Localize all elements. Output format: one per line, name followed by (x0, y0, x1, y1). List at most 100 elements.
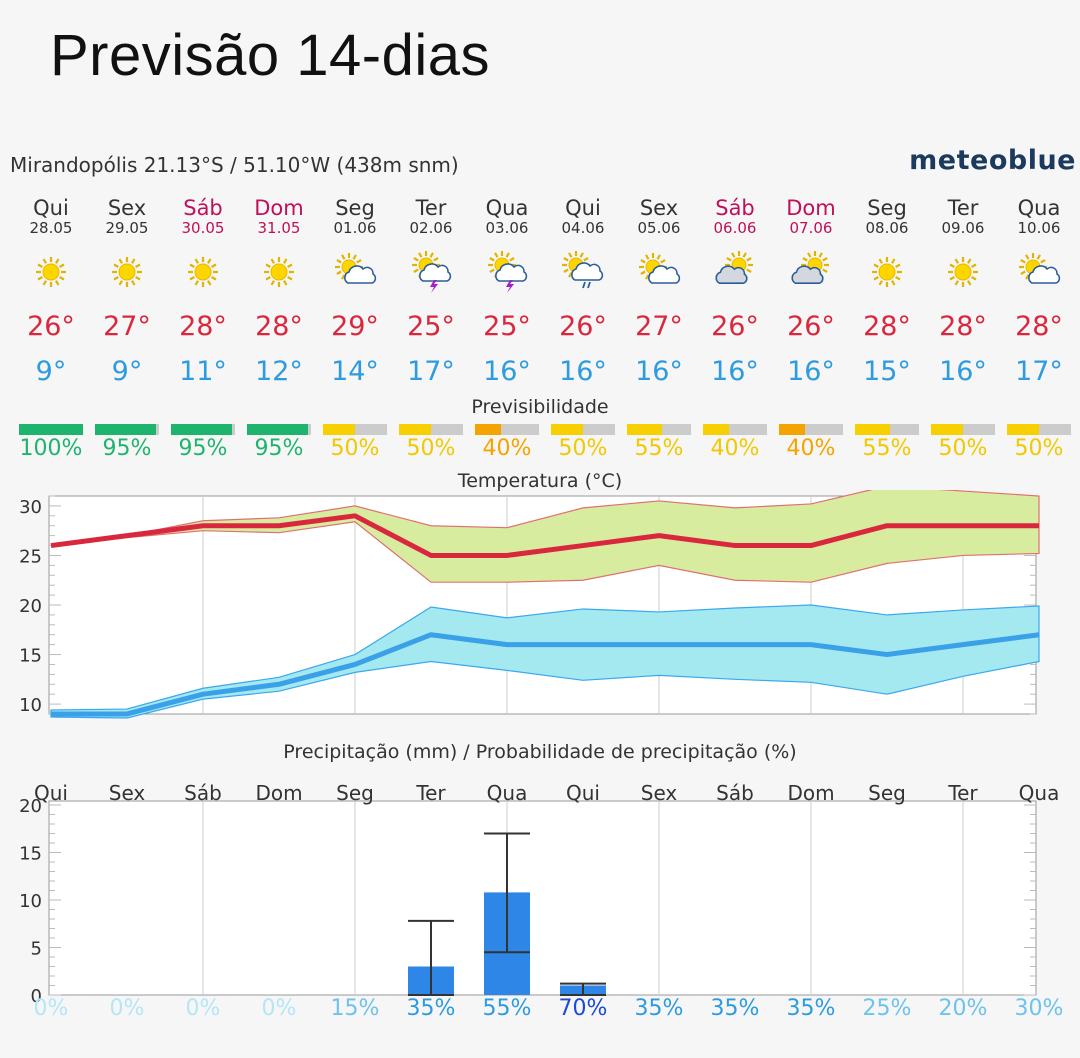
day-date: 01.06 (333, 219, 377, 237)
sun-icon (165, 250, 241, 294)
predictability-percent: 40% (482, 436, 532, 461)
temp-tick-label: 15 (19, 646, 42, 667)
precip-day-label: Qui (34, 781, 68, 805)
predictability-bar-fill (247, 424, 308, 435)
precip-day-label: Ter (416, 781, 446, 805)
sun-cloud-icon (1001, 250, 1077, 294)
thunderstorm-icon (469, 250, 545, 294)
precip-probability: 15% (330, 996, 380, 1021)
min-temp: 16° (559, 356, 607, 387)
day-date: 03.06 (485, 219, 529, 237)
day-date: 08.06 (865, 219, 909, 237)
day-name[interactable]: Sex (639, 196, 679, 220)
location-label: Mirandopólis 21.13°S / 51.10°W (438m snm… (10, 153, 459, 177)
max-temp: 25° (483, 311, 531, 342)
min-temp: 16° (483, 356, 531, 387)
predictability-bar (703, 424, 767, 435)
predictability-bar (171, 424, 235, 435)
precip-day-label: Sáb (716, 781, 754, 805)
cloud-sun-icon (697, 250, 773, 294)
precipitation-chart: 0 5 10 15 20 (19, 796, 1037, 1005)
min-temp: 9° (35, 356, 67, 387)
predictability-bar-fill (779, 424, 805, 435)
precipitation-title: Precipitação (mm) / Probabilidade de pre… (283, 741, 797, 763)
page-title: Previsão 14-dias (50, 23, 490, 88)
predictability-bar (19, 424, 83, 435)
day-name[interactable]: Seg (335, 196, 375, 220)
day-date: 31.05 (257, 219, 301, 237)
day-date: 29.05 (105, 219, 149, 237)
day-date: 05.06 (637, 219, 681, 237)
precip-probability: 25% (862, 996, 912, 1021)
precip-day-label: Qua (1018, 781, 1060, 805)
min-temp: 16° (939, 356, 987, 387)
predictability-bar (779, 424, 843, 435)
sun-cloud-icon (317, 250, 393, 294)
day-name[interactable]: Qui (33, 196, 69, 220)
cloud-sun-icon (773, 250, 849, 294)
precip-day-label: Seg (336, 781, 374, 805)
predictability-bar-fill (931, 424, 963, 435)
day-name[interactable]: Qua (1017, 196, 1061, 220)
day-name[interactable]: Seg (867, 196, 907, 220)
day-name[interactable]: Qua (485, 196, 529, 220)
predictability-bar (475, 424, 539, 435)
predictability-bar (1007, 424, 1071, 435)
precip-day-label: Sex (640, 781, 678, 805)
day-date: 07.06 (789, 219, 833, 237)
predictability-percent: 50% (330, 436, 380, 461)
max-temp: 25° (407, 311, 455, 342)
min-temp: 17° (407, 356, 455, 387)
precip-day-label: Sex (108, 781, 146, 805)
precip-probability: 55% (482, 996, 532, 1021)
predictability-bar (551, 424, 615, 435)
max-temp: 26° (787, 311, 835, 342)
meteoblue-logo[interactable]: meteoblue (909, 145, 1076, 176)
day-date: 30.05 (181, 219, 225, 237)
thunderstorm-icon (393, 250, 469, 294)
min-temp: 14° (331, 356, 379, 387)
day-name[interactable]: Sáb (183, 196, 223, 220)
predictability-bar-fill (323, 424, 355, 435)
min-temp: 15° (863, 356, 911, 387)
predictability-percent: 95% (254, 436, 304, 461)
min-temp-line (51, 632, 1040, 717)
day-name[interactable]: Ter (415, 196, 447, 220)
predictability-percent: 40% (710, 436, 760, 461)
precip-day-label: Dom (787, 781, 835, 805)
day-name[interactable]: Dom (786, 196, 836, 220)
max-temp: 26° (27, 311, 75, 342)
precip-day-label: Qui (566, 781, 600, 805)
max-temp: 28° (179, 311, 227, 342)
predictability-percent: 50% (1014, 436, 1064, 461)
temp-tick-label: 30 (19, 497, 42, 518)
predictability-bar-fill (399, 424, 431, 435)
predictability-bar-fill (1007, 424, 1039, 435)
day-date: 02.06 (409, 219, 453, 237)
predictability-bar-fill (171, 424, 232, 435)
precip-tick-label: 5 (31, 939, 42, 960)
sun-icon (13, 250, 89, 294)
day-name[interactable]: Qui (565, 196, 601, 220)
predictability-bar-fill (475, 424, 501, 435)
max-temp: 28° (1015, 311, 1063, 342)
day-name[interactable]: Sex (107, 196, 147, 220)
sun-cloud-icon (621, 250, 697, 294)
max-temp: 28° (255, 311, 303, 342)
sun-icon (925, 250, 1001, 294)
precip-probability: 0% (109, 996, 145, 1021)
day-name[interactable]: Sáb (715, 196, 755, 220)
precip-day-label: Seg (868, 781, 906, 805)
min-temp: 12° (255, 356, 303, 387)
max-temp: 28° (863, 311, 911, 342)
predictability-bar (323, 424, 387, 435)
predictability-bar (627, 424, 691, 435)
day-name[interactable]: Dom (254, 196, 304, 220)
day-name[interactable]: Ter (947, 196, 979, 220)
temperature-title: Temperatura (°C) (457, 470, 623, 492)
max-temp: 26° (559, 311, 607, 342)
predictability-bar-fill (855, 424, 891, 435)
max-temp: 27° (103, 311, 151, 342)
temp-tick-label: 25 (19, 546, 42, 567)
max-temp: 26° (711, 311, 759, 342)
